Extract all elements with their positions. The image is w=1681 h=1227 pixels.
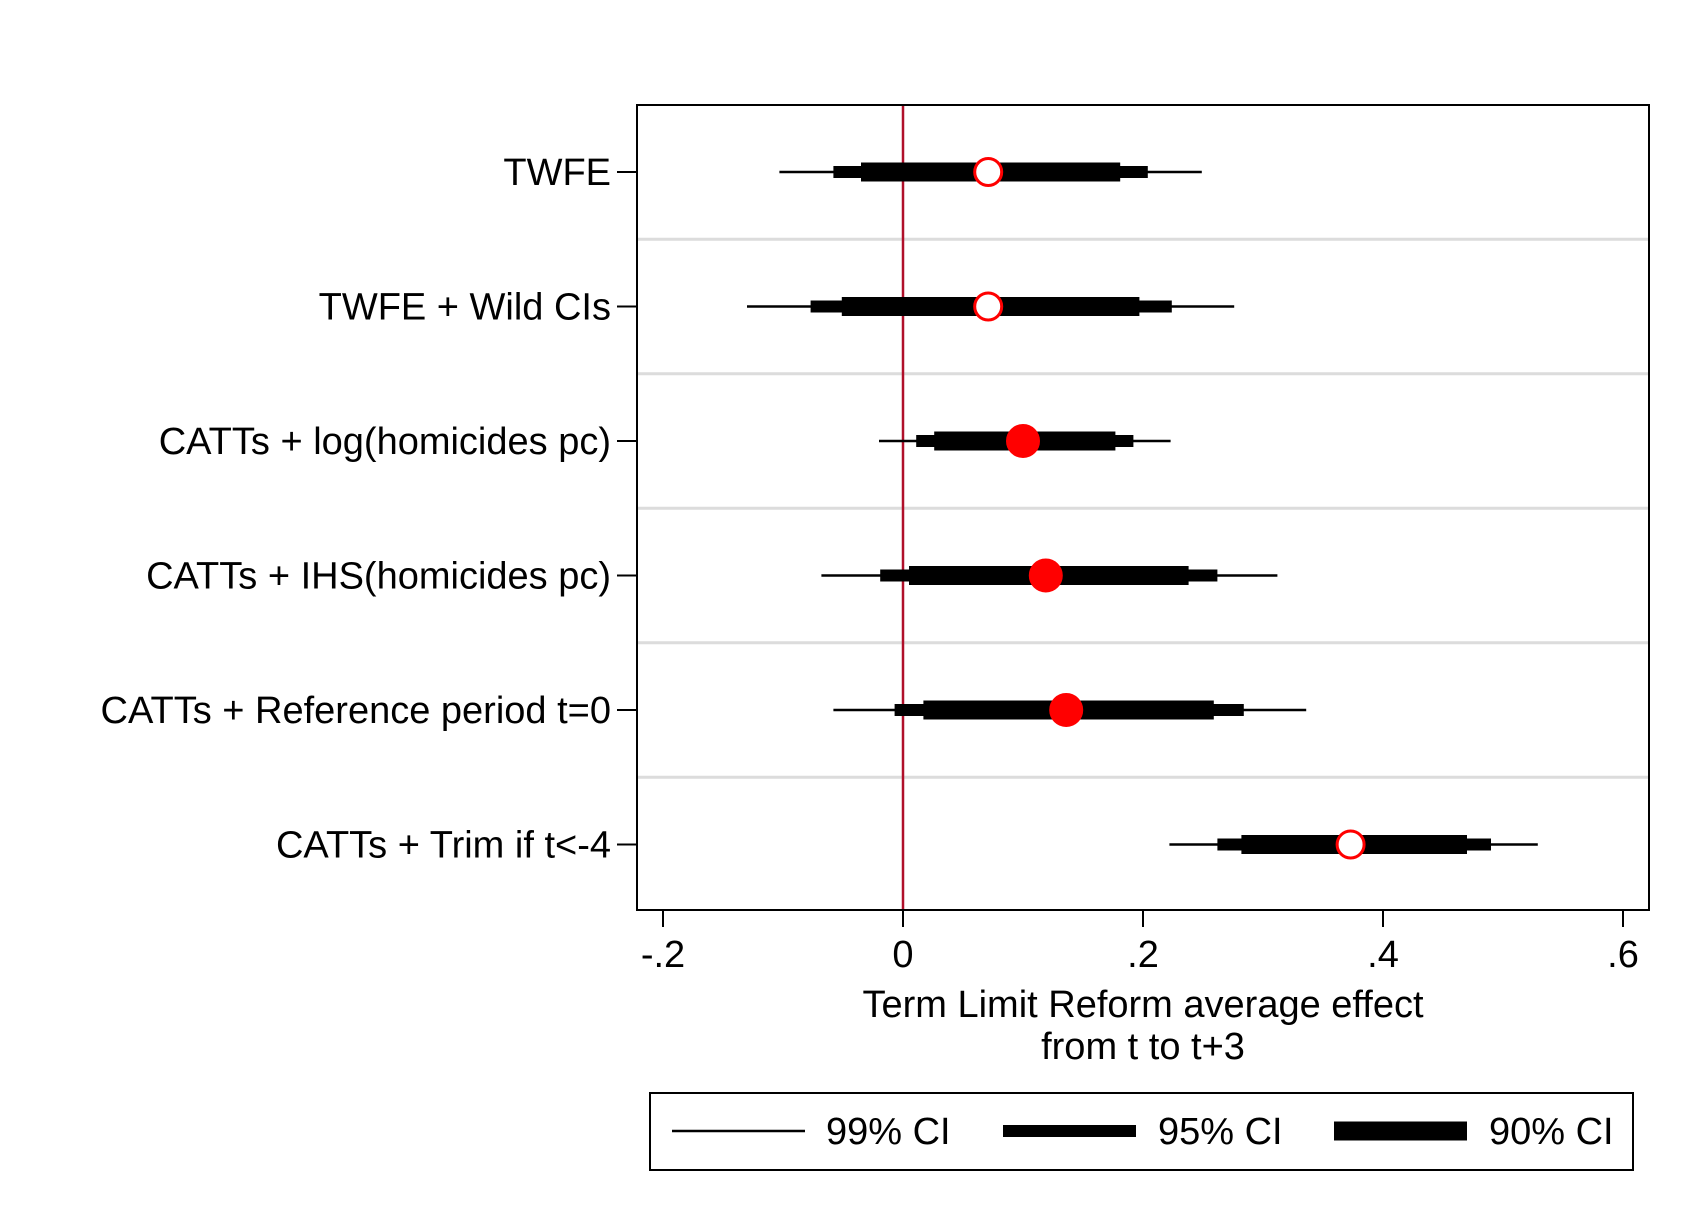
- legend-label-ci95: 95% CI: [1158, 1111, 1283, 1153]
- row-label: CATTs + log(homicides pc): [159, 421, 611, 463]
- x-axis-title-line1: Term Limit Reform average effect: [862, 984, 1423, 1026]
- x-tick-label: 0: [892, 934, 913, 976]
- row-label: CATTs + Trim if t<-4: [276, 825, 611, 867]
- row-label: TWFE + Wild CIs: [319, 287, 611, 329]
- x-tick-label: .4: [1367, 934, 1399, 976]
- legend-label-ci90: 90% CI: [1489, 1111, 1614, 1153]
- x-axis-title-line2: from t to t+3: [1041, 1026, 1245, 1068]
- point-estimate-hollow: [973, 291, 1004, 322]
- row-label: CATTs + Reference period t=0: [101, 690, 611, 732]
- legend-label-ci99: 99% CI: [826, 1111, 951, 1153]
- row-label: TWFE: [503, 152, 611, 194]
- point-estimate-hollow: [1335, 829, 1366, 860]
- point-estimate-hollow: [973, 157, 1004, 187]
- x-tick-label: .2: [1127, 934, 1159, 976]
- row-label: CATTs + IHS(homicides pc): [146, 556, 611, 598]
- x-tick-label: .6: [1607, 934, 1639, 976]
- row-separators: [637, 237, 1649, 779]
- legend: 99% CI 95% CI 90% CI: [649, 1092, 1634, 1171]
- x-tick-label: -.2: [641, 934, 685, 976]
- row-labels: TWFE TWFE + Wild CIs CATTs + log(homicides…: [101, 152, 637, 867]
- legend-box: [649, 1092, 1634, 1171]
- x-axis-ticks: -.2 0 .2 .4 .6: [641, 910, 1639, 976]
- point-estimate-filled: [1006, 424, 1040, 458]
- point-estimate-filled: [1049, 693, 1084, 727]
- point-estimates: [973, 157, 1366, 860]
- point-estimate-filled: [1028, 558, 1063, 593]
